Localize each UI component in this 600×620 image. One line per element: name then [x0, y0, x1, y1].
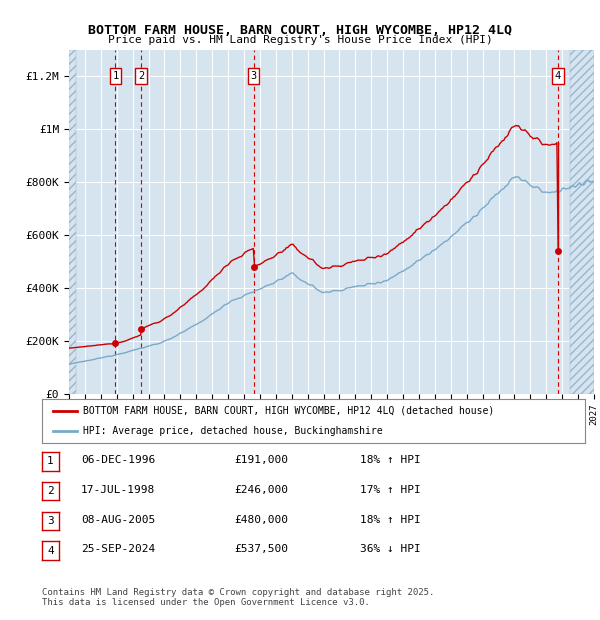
Text: 36% ↓ HPI: 36% ↓ HPI: [360, 544, 421, 554]
Text: 18% ↑ HPI: 18% ↑ HPI: [360, 515, 421, 525]
Text: 3: 3: [250, 71, 257, 81]
Text: £191,000: £191,000: [234, 455, 288, 465]
Text: 1: 1: [112, 71, 119, 81]
Text: 4: 4: [555, 71, 561, 81]
Text: Contains HM Land Registry data © Crown copyright and database right 2025.
This d: Contains HM Land Registry data © Crown c…: [42, 588, 434, 607]
Text: 17-JUL-1998: 17-JUL-1998: [81, 485, 155, 495]
Text: 17% ↑ HPI: 17% ↑ HPI: [360, 485, 421, 495]
Text: 18% ↑ HPI: 18% ↑ HPI: [360, 455, 421, 465]
Text: Price paid vs. HM Land Registry's House Price Index (HPI): Price paid vs. HM Land Registry's House …: [107, 35, 493, 45]
Text: £246,000: £246,000: [234, 485, 288, 495]
Text: BOTTOM FARM HOUSE, BARN COURT, HIGH WYCOMBE, HP12 4LQ (detached house): BOTTOM FARM HOUSE, BARN COURT, HIGH WYCO…: [83, 405, 494, 416]
Text: 06-DEC-1996: 06-DEC-1996: [81, 455, 155, 465]
Text: 4: 4: [47, 546, 54, 556]
Text: 3: 3: [47, 516, 54, 526]
Text: BOTTOM FARM HOUSE, BARN COURT, HIGH WYCOMBE, HP12 4LQ: BOTTOM FARM HOUSE, BARN COURT, HIGH WYCO…: [88, 24, 512, 37]
Text: 1: 1: [47, 456, 54, 466]
Text: 2: 2: [47, 486, 54, 496]
Text: £480,000: £480,000: [234, 515, 288, 525]
Text: HPI: Average price, detached house, Buckinghamshire: HPI: Average price, detached house, Buck…: [83, 426, 382, 436]
Text: 08-AUG-2005: 08-AUG-2005: [81, 515, 155, 525]
Text: £537,500: £537,500: [234, 544, 288, 554]
Text: 25-SEP-2024: 25-SEP-2024: [81, 544, 155, 554]
Text: 2: 2: [138, 71, 145, 81]
